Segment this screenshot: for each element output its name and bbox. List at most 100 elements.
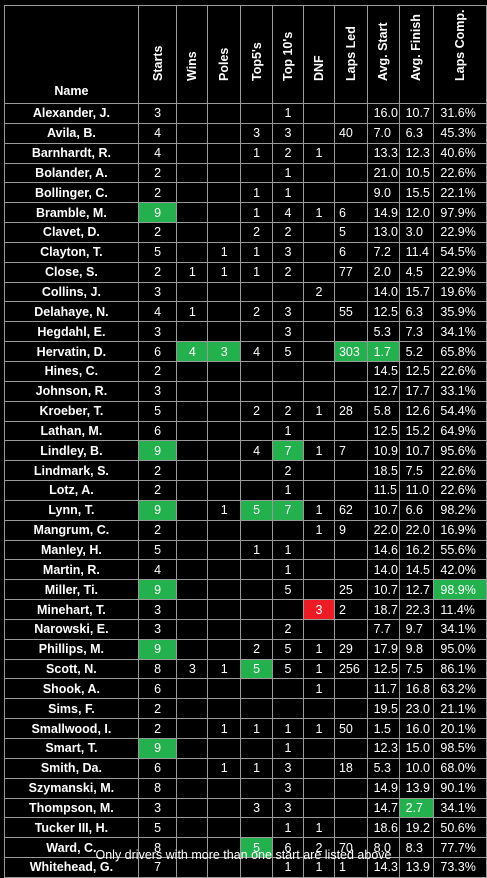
- table-cell: 9.8: [398, 638, 435, 660]
- table-cell: 9: [137, 738, 178, 759]
- table-cell: 7.0: [366, 122, 400, 144]
- table-cell: 2: [137, 182, 178, 204]
- table-cell: 1: [207, 499, 242, 521]
- table-cell: [333, 817, 368, 839]
- table-cell: [303, 103, 335, 124]
- driver-name: Scott, N.: [4, 658, 139, 680]
- table-cell: 3: [272, 301, 304, 323]
- table-cell: 11.4%: [433, 599, 487, 620]
- table-cell: 3: [272, 757, 304, 779]
- table-row: Hegdahl, E. 3 3 5.3 7.3 34.1%: [4, 321, 487, 343]
- table-cell: [207, 122, 242, 144]
- table-cell: 1: [240, 142, 274, 164]
- table-row: Phillips, M. 9 2 5 1 29 17.9 9.8 95.0%: [4, 638, 487, 660]
- table-cell: 16.8: [398, 678, 435, 700]
- table-cell: 2: [333, 599, 368, 620]
- table-cell: [207, 202, 242, 224]
- table-cell: 34.1%: [433, 797, 487, 819]
- table-cell: 8: [137, 777, 178, 799]
- column-header-label: Starts: [150, 45, 165, 81]
- table-cell: 15.0: [398, 738, 435, 759]
- table-row: Kroeber, T. 5 2 2 1 28 5.8 12.6 54.4%: [4, 400, 487, 422]
- table-cell: 2: [272, 400, 304, 422]
- table-cell: [303, 579, 335, 601]
- table-cell: 7.2: [366, 241, 400, 263]
- table-row: Szymanski, M. 8 3 14.9 13.9 90.1%: [4, 777, 487, 799]
- table-cell: 22.6%: [433, 480, 487, 501]
- table-row: Collins, J. 3 2 14.0 15.7 19.6%: [4, 281, 487, 303]
- table-cell: 68.0%: [433, 757, 487, 779]
- table-cell: [303, 539, 335, 561]
- table-cell: 1: [240, 539, 274, 561]
- table-cell: 3: [272, 241, 304, 263]
- table-cell: 19.5: [366, 698, 400, 720]
- table-cell: [207, 301, 242, 323]
- table-cell: [207, 380, 242, 402]
- table-cell: 1: [272, 559, 304, 581]
- table-cell: 5.2: [398, 341, 435, 362]
- table-cell: [207, 559, 242, 581]
- table-cell: 12.5: [398, 360, 435, 382]
- table-cell: 1: [303, 678, 335, 700]
- table-cell: 2: [240, 638, 274, 660]
- table-row: Clayton, T. 5 1 1 3 6 7.2 11.4 54.5%: [4, 241, 487, 263]
- table-cell: 95.6%: [433, 440, 487, 462]
- table-cell: [176, 618, 209, 640]
- table-cell: 2: [137, 222, 178, 243]
- table-cell: 19.2: [398, 817, 435, 839]
- table-cell: 3: [137, 797, 178, 819]
- column-header: Avg. Finish: [398, 5, 435, 104]
- table-cell: [303, 480, 335, 501]
- table-cell: 11.0: [398, 480, 435, 501]
- driver-name: Bollinger, C.: [4, 182, 139, 204]
- driver-name: Barnhardt, R.: [4, 142, 139, 164]
- table-cell: 98.9%: [433, 579, 487, 601]
- table-cell: 2: [303, 281, 335, 303]
- table-cell: 3: [137, 380, 178, 402]
- column-header-label: Laps Comp. %: [453, 5, 468, 82]
- table-cell: 2: [137, 698, 178, 720]
- table-row: Lotz, A. 2 1 11.5 11.0 22.6%: [4, 480, 487, 501]
- table-cell: 22.6%: [433, 460, 487, 482]
- table-cell: [176, 281, 209, 303]
- table-cell: 3: [272, 122, 304, 144]
- table-cell: 6: [333, 202, 368, 224]
- table-cell: 42.0%: [433, 559, 487, 581]
- table-cell: [303, 301, 335, 323]
- table-cell: 1: [272, 817, 304, 839]
- table-cell: 3: [272, 797, 304, 819]
- table-cell: 9.0: [366, 182, 400, 204]
- table-row: Martin, R. 4 1 14.0 14.5 42.0%: [4, 559, 487, 581]
- table-cell: [303, 122, 335, 144]
- table-row: Avila, B. 4 3 3 40 7.0 6.3 45.3%: [4, 122, 487, 144]
- table-row: Miller, Ti. 9 5 25 10.7 12.7 98.9%: [4, 579, 487, 601]
- table-cell: [272, 360, 304, 382]
- table-row: Lathan, M. 6 1 12.5 15.2 64.9%: [4, 420, 487, 442]
- table-cell: [303, 757, 335, 779]
- table-cell: [272, 599, 304, 620]
- table-cell: 7.5: [398, 460, 435, 482]
- table-cell: 1: [303, 638, 335, 660]
- table-cell: 2: [240, 222, 274, 243]
- table-row: Hervatin, D. 6 4 3 4 5 303 1.7 5.2 65.8%: [4, 341, 487, 362]
- table-cell: [303, 182, 335, 204]
- driver-name: Smart, T.: [4, 738, 139, 759]
- table-cell: 55: [333, 301, 368, 323]
- table-cell: 1: [240, 718, 274, 739]
- table-cell: 21.1%: [433, 698, 487, 720]
- table-cell: 16.2: [398, 539, 435, 561]
- driver-name: Close, S.: [4, 261, 139, 283]
- table-cell: 12.0: [398, 202, 435, 224]
- driver-name: Miller, Ti.: [4, 579, 139, 601]
- table-cell: [303, 360, 335, 382]
- table-cell: [272, 519, 304, 541]
- table-cell: 2: [137, 480, 178, 501]
- table-cell: 1: [303, 817, 335, 839]
- table-cell: 1: [240, 261, 274, 283]
- column-header: Top 10's: [272, 5, 304, 104]
- table-row: Barnhardt, R. 4 1 2 1 13.3 12.3 40.6%: [4, 142, 487, 164]
- driver-stats-table: Name Starts Wins Poles Top5's Top 10's DNF Laps…: [4, 5, 487, 878]
- table-cell: 5: [272, 658, 304, 680]
- table-cell: 1: [207, 757, 242, 779]
- driver-name: Smith, Da.: [4, 757, 139, 779]
